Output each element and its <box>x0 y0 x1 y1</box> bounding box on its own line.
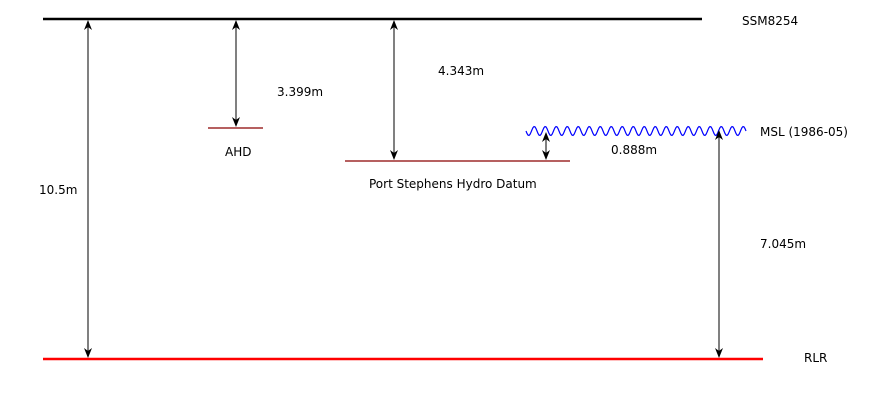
ssm-to-port-stephens-distance: 4.343m <box>438 64 484 78</box>
ssm-to-rlr-distance: 10.5m <box>39 183 77 197</box>
msl-label: MSL (1986-05) <box>760 125 848 139</box>
port-stephens-label: Port Stephens Hydro Datum <box>369 177 537 191</box>
msl-to-rlr-distance: 7.045m <box>760 237 806 251</box>
msl-wave-line <box>525 125 747 137</box>
ssm-to-ahd-distance: 3.399m <box>277 85 323 99</box>
ssm8254-label: SSM8254 <box>742 14 798 28</box>
port-stephens-to-msl-distance: 0.888m <box>611 143 657 157</box>
ahd-label: AHD <box>225 145 251 159</box>
rlr-label: RLR <box>804 351 827 365</box>
